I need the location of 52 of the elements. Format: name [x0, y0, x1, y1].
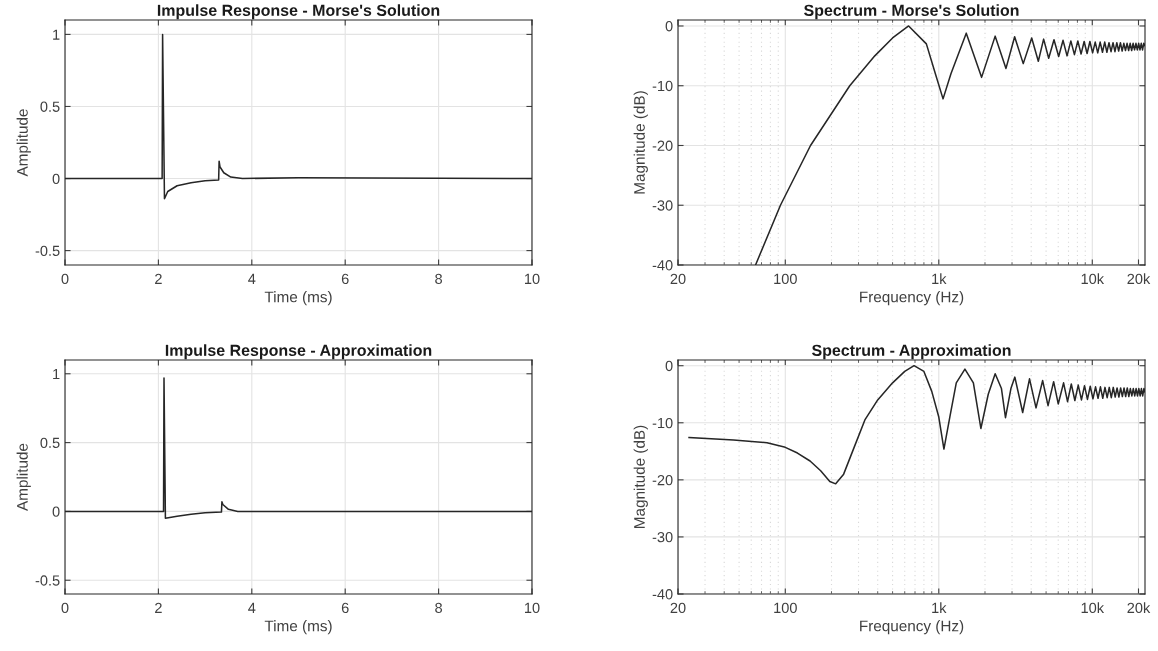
chart-title: Spectrum - Approximation: [811, 344, 1011, 360]
x-axis-title: Time (ms): [264, 620, 332, 635]
y-tick-label: -10: [652, 80, 673, 92]
y-tick-label: -10: [652, 417, 673, 429]
chart-title: Impulse Response - Morse's Solution: [157, 4, 440, 20]
x-tick-label: 4: [248, 602, 256, 613]
x-tick-label: 2: [155, 273, 162, 284]
x-tick-label: 4: [248, 273, 256, 284]
y-tick-label: 0.5: [40, 101, 60, 112]
x-tick-label: 1k: [932, 273, 947, 284]
y-tick-label: 0: [52, 506, 60, 517]
x-tick-label: 2: [155, 602, 162, 613]
chart-title: Spectrum - Morse's Solution: [804, 4, 1019, 20]
y-tick-label: 1: [53, 29, 60, 40]
y-tick-label: 0.5: [40, 437, 60, 449]
y-tick-label: 0: [52, 173, 60, 184]
x-tick-label: 20k: [1127, 602, 1151, 614]
y-tick-label: 0: [665, 21, 673, 32]
y-tick-label: -30: [652, 200, 673, 211]
x-tick-label: 10: [525, 602, 540, 614]
y-tick-label: -20: [652, 140, 673, 151]
x-axis-title: Frequency (Hz): [860, 620, 964, 635]
x-tick-label: 8: [435, 273, 443, 285]
y-tick-label: -40: [652, 589, 673, 600]
y-tick-label: 1: [53, 369, 60, 380]
y-axis-title: Amplitude: [16, 443, 31, 511]
y-tick-label: -40: [652, 260, 673, 271]
x-tick-label: 0: [61, 602, 69, 614]
x-tick-label: 20: [670, 602, 686, 614]
x-tick-label: 10k: [1081, 273, 1105, 285]
x-axis-title: Frequency (Hz): [860, 291, 964, 306]
x-tick-label: 8: [435, 602, 443, 614]
x-tick-label: 6: [341, 273, 349, 285]
chart-title: Impulse Response - Approximation: [165, 344, 432, 360]
x-tick-label: 20k: [1127, 273, 1151, 285]
y-tick-label: -0.5: [35, 245, 60, 257]
y-axis-title: Magnitude (dB): [633, 91, 648, 194]
y-tick-label: 0: [665, 360, 673, 372]
x-tick-label: 6: [341, 602, 349, 614]
x-tick-label: 20: [670, 273, 686, 285]
x-tick-label: 10k: [1081, 602, 1105, 614]
x-tick-label: 0: [61, 273, 69, 285]
y-tick-label: -30: [652, 532, 673, 543]
x-tick-label: 1k: [932, 602, 947, 613]
x-tick-label: 100: [774, 273, 797, 285]
y-axis-title: Magnitude (dB): [633, 425, 648, 528]
x-tick-label: 10: [525, 273, 540, 285]
x-tick-label: 100: [774, 602, 797, 614]
y-axis-title: Amplitude: [16, 109, 31, 177]
y-tick-label: -20: [652, 474, 673, 486]
x-axis-title: Time (ms): [264, 291, 332, 306]
y-tick-label: -0.5: [35, 575, 60, 586]
